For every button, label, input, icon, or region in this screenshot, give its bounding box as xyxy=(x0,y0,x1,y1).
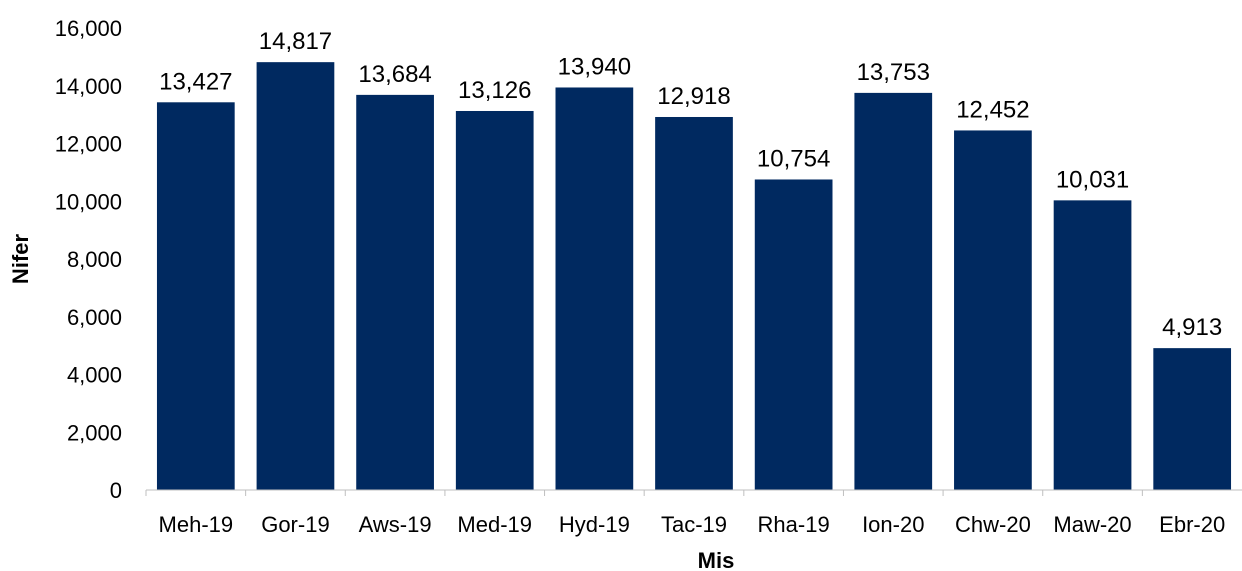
y-tick-label: 4,000 xyxy=(67,363,122,388)
bar-value-label: 13,427 xyxy=(159,68,232,95)
y-tick-label: 0 xyxy=(110,478,122,503)
x-tick-label: Meh-19 xyxy=(159,512,234,537)
bar-value-label: 4,913 xyxy=(1162,314,1222,341)
bar-value-label: 13,684 xyxy=(358,61,431,88)
y-tick-label: 16,000 xyxy=(55,16,122,41)
bar xyxy=(356,94,434,490)
x-tick-label: Hyd-19 xyxy=(559,512,630,537)
bar xyxy=(555,87,634,491)
x-tick-label: Med-19 xyxy=(457,512,532,537)
bar xyxy=(256,62,335,491)
bar xyxy=(1053,200,1132,491)
y-axis-ticks: 0 2,000 4,000 6,000 8,000 10,000 12,000 14,000 1… xyxy=(55,16,122,503)
y-tick-label: 14,000 xyxy=(55,74,122,99)
bar-value-label: 13,940 xyxy=(558,53,631,80)
bar xyxy=(655,116,733,491)
x-axis-title: Mis xyxy=(698,548,735,571)
y-tick-label: 8,000 xyxy=(67,247,122,272)
bars xyxy=(156,62,1232,491)
bar-value-label: 14,817 xyxy=(259,28,332,55)
bar xyxy=(1153,348,1232,490)
bar xyxy=(455,110,534,490)
x-tick-label: Gor-19 xyxy=(261,512,329,537)
x-tick-label: Ion-20 xyxy=(862,512,924,537)
bar xyxy=(954,130,1032,491)
data-labels: 13,427 14,817 13,684 13,126 13,940 12,918 10,7… xyxy=(159,28,1222,341)
bar-value-label: 10,031 xyxy=(1056,166,1129,193)
bar xyxy=(754,179,833,490)
bar xyxy=(854,92,933,490)
bar-value-label: 12,918 xyxy=(657,83,730,110)
x-tick-label: Maw-20 xyxy=(1053,512,1131,537)
bar xyxy=(156,102,235,490)
y-tick-label: 10,000 xyxy=(55,189,122,214)
y-tick-label: 6,000 xyxy=(67,305,122,330)
y-axis-title: Nifer xyxy=(8,234,33,285)
x-tick-label: Tac-19 xyxy=(661,512,727,537)
x-tick-label: Rha-19 xyxy=(758,512,830,537)
x-tick-label: Aws-19 xyxy=(359,512,432,537)
x-tick-label: Chw-20 xyxy=(955,512,1031,537)
x-tick-label: Ebr-20 xyxy=(1159,512,1225,537)
x-axis-ticks: Meh-19 Gor-19 Aws-19 Med-19 Hyd-19 Tac-19 Rha-… xyxy=(145,490,1225,537)
bar-value-label: 13,126 xyxy=(458,77,531,104)
bar-value-label: 10,754 xyxy=(757,145,830,172)
bar-value-label: 12,452 xyxy=(956,96,1029,123)
y-tick-label: 12,000 xyxy=(55,132,122,157)
y-tick-label: 2,000 xyxy=(67,420,122,445)
bar-value-label: 13,753 xyxy=(857,59,930,86)
